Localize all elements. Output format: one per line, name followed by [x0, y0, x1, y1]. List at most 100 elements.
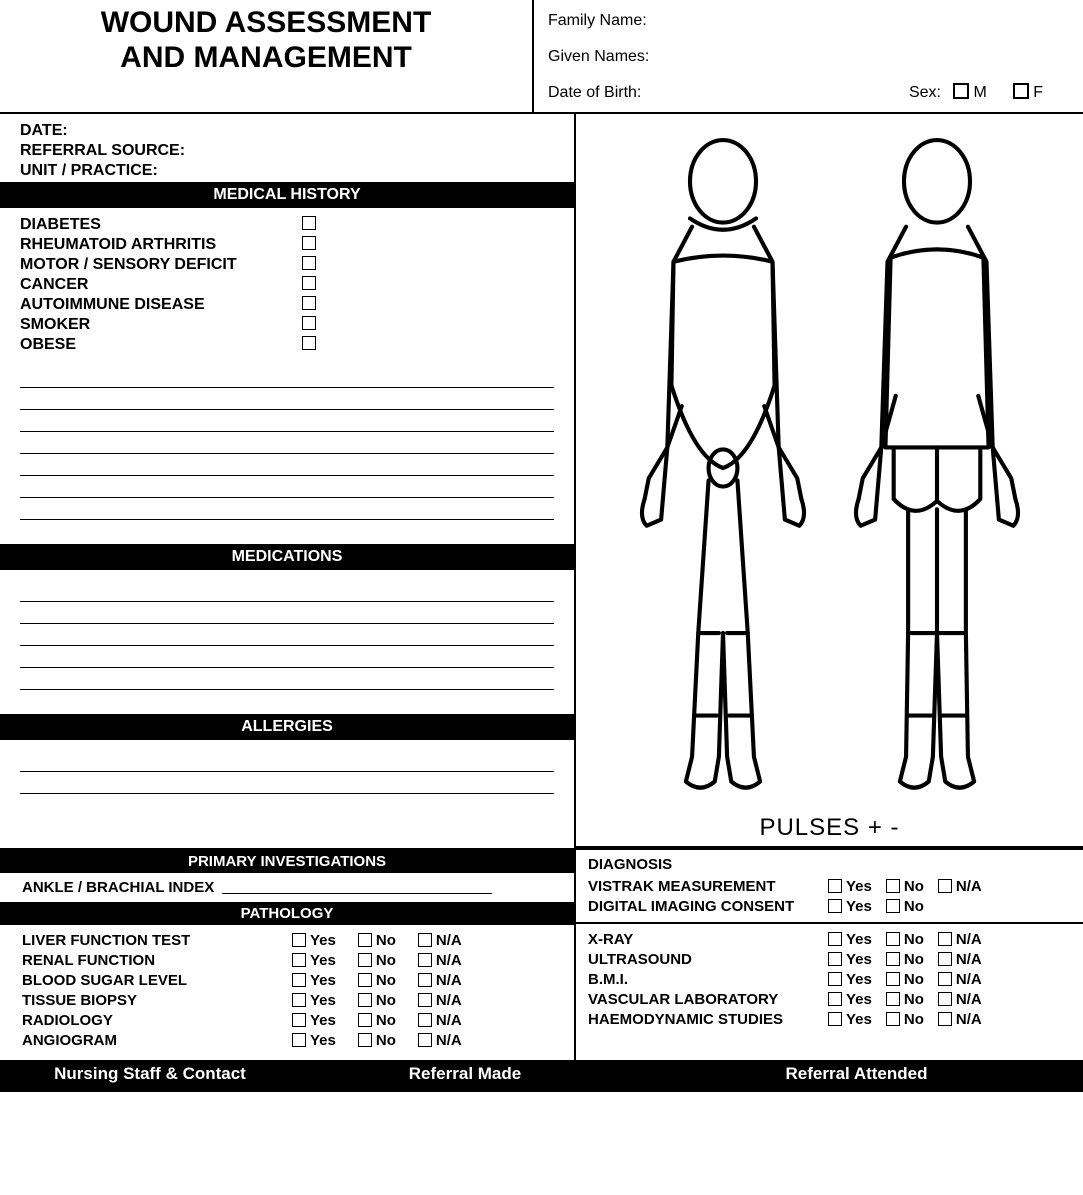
option-checkbox[interactable]: [828, 1012, 842, 1026]
write-line[interactable]: [20, 772, 554, 794]
option-checkbox[interactable]: [418, 953, 432, 967]
option: N/A: [938, 951, 982, 968]
option-checkbox[interactable]: [938, 972, 952, 986]
option-checkbox[interactable]: [828, 899, 842, 913]
given-names-label: Given Names:: [548, 48, 1069, 66]
diag-top-row: DIGITAL IMAGING CONSENTYesNo: [588, 898, 1083, 915]
sex-field: Sex: M F: [909, 83, 1043, 102]
option-checkbox[interactable]: [828, 992, 842, 1006]
diag-row: B.M.I.YesNoN/A: [588, 971, 1083, 988]
option-checkbox[interactable]: [358, 993, 372, 1007]
option-checkbox[interactable]: [358, 953, 372, 967]
option-checkbox[interactable]: [358, 933, 372, 947]
hist-row: AUTOIMMUNE DISEASE: [20, 296, 574, 314]
hist-label: RHEUMATOID ARTHRITIS: [20, 236, 302, 254]
diag-row: X-RAYYesNoN/A: [588, 931, 1083, 948]
write-line[interactable]: [20, 498, 554, 520]
sex-female-checkbox[interactable]: [1013, 83, 1029, 99]
option-checkbox[interactable]: [938, 992, 952, 1006]
option-checkbox[interactable]: [886, 992, 900, 1006]
pathology-row: ANGIOGRAMYesNoN/A: [22, 1032, 574, 1049]
date-label: DATE:: [20, 122, 574, 140]
option-checkbox[interactable]: [828, 932, 842, 946]
option: Yes: [828, 878, 872, 895]
pathology-label: TISSUE BIOPSY: [22, 992, 292, 1009]
option-checkbox[interactable]: [886, 972, 900, 986]
body-diagram-region: PULSES + -: [574, 114, 1083, 848]
write-line[interactable]: [20, 624, 554, 646]
option: N/A: [418, 1032, 462, 1049]
option: No: [886, 898, 924, 915]
write-line[interactable]: [20, 432, 554, 454]
primary-investigations-bar: PRIMARY INVESTIGATIONS: [0, 850, 574, 873]
option-checkbox[interactable]: [828, 972, 842, 986]
diag-row: ULTRASOUNDYesNoN/A: [588, 951, 1083, 968]
option-checkbox[interactable]: [828, 879, 842, 893]
option-checkbox[interactable]: [938, 932, 952, 946]
option: No: [358, 952, 396, 969]
hist-checkbox[interactable]: [302, 296, 316, 310]
write-line[interactable]: [20, 454, 554, 476]
option-checkbox[interactable]: [358, 973, 372, 987]
body-back-icon[interactable]: [832, 138, 1042, 798]
option: No: [358, 1032, 396, 1049]
hist-checkbox[interactable]: [302, 256, 316, 270]
option: No: [886, 991, 924, 1008]
hist-checkbox[interactable]: [302, 236, 316, 250]
write-line[interactable]: [20, 646, 554, 668]
option: Yes: [828, 971, 872, 988]
option: Yes: [828, 951, 872, 968]
option-checkbox[interactable]: [886, 952, 900, 966]
pathology-row: TISSUE BIOPSYYesNoN/A: [22, 992, 574, 1009]
write-line[interactable]: [20, 668, 554, 690]
body-figures: [576, 120, 1083, 798]
abi-value-line[interactable]: [222, 893, 492, 894]
option-checkbox[interactable]: [886, 879, 900, 893]
option-checkbox[interactable]: [418, 993, 432, 1007]
diagnosis-header: DIAGNOSIS: [576, 850, 1083, 875]
option-checkbox[interactable]: [358, 1013, 372, 1027]
body-front-icon[interactable]: [618, 138, 828, 798]
option-checkbox[interactable]: [292, 1033, 306, 1047]
hist-checkbox[interactable]: [302, 316, 316, 330]
option-checkbox[interactable]: [358, 1033, 372, 1047]
inv-left-column: PRIMARY INVESTIGATIONS ANKLE / BRACHIAL …: [0, 850, 574, 1060]
option-checkbox[interactable]: [886, 932, 900, 946]
option-checkbox[interactable]: [292, 993, 306, 1007]
write-line[interactable]: [20, 410, 554, 432]
hist-checkbox[interactable]: [302, 336, 316, 350]
option: No: [886, 1011, 924, 1028]
sex-f-label: F: [1033, 84, 1043, 101]
option-checkbox[interactable]: [886, 899, 900, 913]
write-line[interactable]: [20, 388, 554, 410]
option-checkbox[interactable]: [292, 953, 306, 967]
patient-id-box: Family Name: Given Names: Date of Birth:…: [532, 0, 1083, 112]
option-checkbox[interactable]: [886, 1012, 900, 1026]
write-line[interactable]: [20, 750, 554, 772]
option: N/A: [938, 1011, 982, 1028]
option-checkbox[interactable]: [418, 933, 432, 947]
option: N/A: [418, 1012, 462, 1029]
pulses-label: PULSES + -: [576, 814, 1083, 842]
write-line[interactable]: [20, 602, 554, 624]
option-checkbox[interactable]: [938, 1012, 952, 1026]
option-checkbox[interactable]: [292, 933, 306, 947]
option-checkbox[interactable]: [418, 973, 432, 987]
option-checkbox[interactable]: [418, 1033, 432, 1047]
option-checkbox[interactable]: [938, 879, 952, 893]
option-checkbox[interactable]: [292, 1013, 306, 1027]
option: No: [358, 932, 396, 949]
hist-label: AUTOIMMUNE DISEASE: [20, 296, 302, 314]
abi-row: ANKLE / BRACHIAL INDEX: [0, 873, 574, 902]
write-line[interactable]: [20, 366, 554, 388]
option-checkbox[interactable]: [828, 952, 842, 966]
write-line[interactable]: [20, 580, 554, 602]
hist-checkbox[interactable]: [302, 276, 316, 290]
option-checkbox[interactable]: [418, 1013, 432, 1027]
hist-checkbox[interactable]: [302, 216, 316, 230]
option-checkbox[interactable]: [292, 973, 306, 987]
write-line[interactable]: [20, 476, 554, 498]
option-checkbox[interactable]: [938, 952, 952, 966]
hist-row: SMOKER: [20, 316, 574, 334]
sex-male-checkbox[interactable]: [953, 83, 969, 99]
